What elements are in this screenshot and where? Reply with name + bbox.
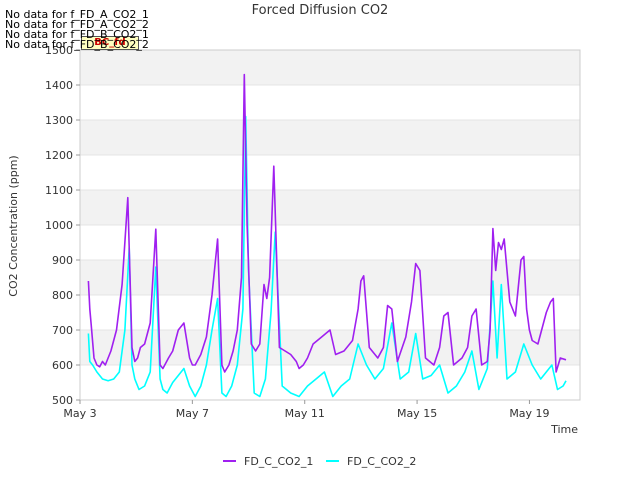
plot-band	[80, 85, 580, 120]
y-tick-label: 1300	[45, 114, 73, 127]
plot-band	[80, 120, 580, 155]
legend-label-fd-c-co2-1: FD_C_CO2_1	[244, 455, 313, 468]
x-tick-label: May 15	[397, 407, 437, 420]
no-data-notice-1: No data for f_FD_A_CO2_1	[5, 8, 149, 21]
y-tick-label: 600	[52, 359, 73, 372]
plot-band	[80, 190, 580, 225]
site-badge: BC_fd	[81, 36, 139, 50]
y-tick-label: 1000	[45, 219, 73, 232]
y-axis: 500 600 700 800 900 1000 1100 1200 1300 1400 1500	[45, 44, 80, 407]
x-tick-label: May 3	[63, 407, 96, 420]
no-data-notice-3: No data for f_FD_B_CO2_1	[5, 28, 149, 41]
plot-band	[80, 365, 580, 400]
plot-band	[80, 155, 580, 190]
y-tick-label: 900	[52, 254, 73, 267]
y-axis-label: CO2 Concentration (ppm)	[7, 155, 20, 296]
y-tick-label: 700	[52, 324, 73, 337]
x-tick-label: May 7	[176, 407, 209, 420]
legend-label-fd-c-co2-2: FD_C_CO2_2	[347, 455, 416, 468]
y-tick-label: 1400	[45, 79, 73, 92]
no-data-notice-2: No data for f_FD_A_CO2_2	[5, 18, 149, 31]
x-axis-label: Time	[550, 423, 578, 436]
series-group	[87, 73, 567, 398]
x-tick-label: May 19	[509, 407, 549, 420]
y-tick-label: 800	[52, 289, 73, 302]
series-line-fd-c-co2-1	[87, 73, 567, 373]
plot-band	[80, 50, 580, 85]
no-data-notice-4: No data for f_FD_B_CO2_2	[5, 38, 149, 51]
y-tick-label: 1100	[45, 184, 73, 197]
y-tick-label: 500	[52, 394, 73, 407]
y-tick-label: 1200	[45, 149, 73, 162]
chart-title: Forced Diffusion CO2	[251, 3, 389, 18]
y-tick-label: 1500	[45, 44, 73, 57]
legend: FD_C_CO2_1 FD_C_CO2_2	[223, 455, 416, 468]
x-axis: May 3 May 7 May 11 May 15 May 19	[63, 400, 550, 420]
plot-band	[80, 295, 580, 330]
x-tick-label: May 11	[285, 407, 325, 420]
